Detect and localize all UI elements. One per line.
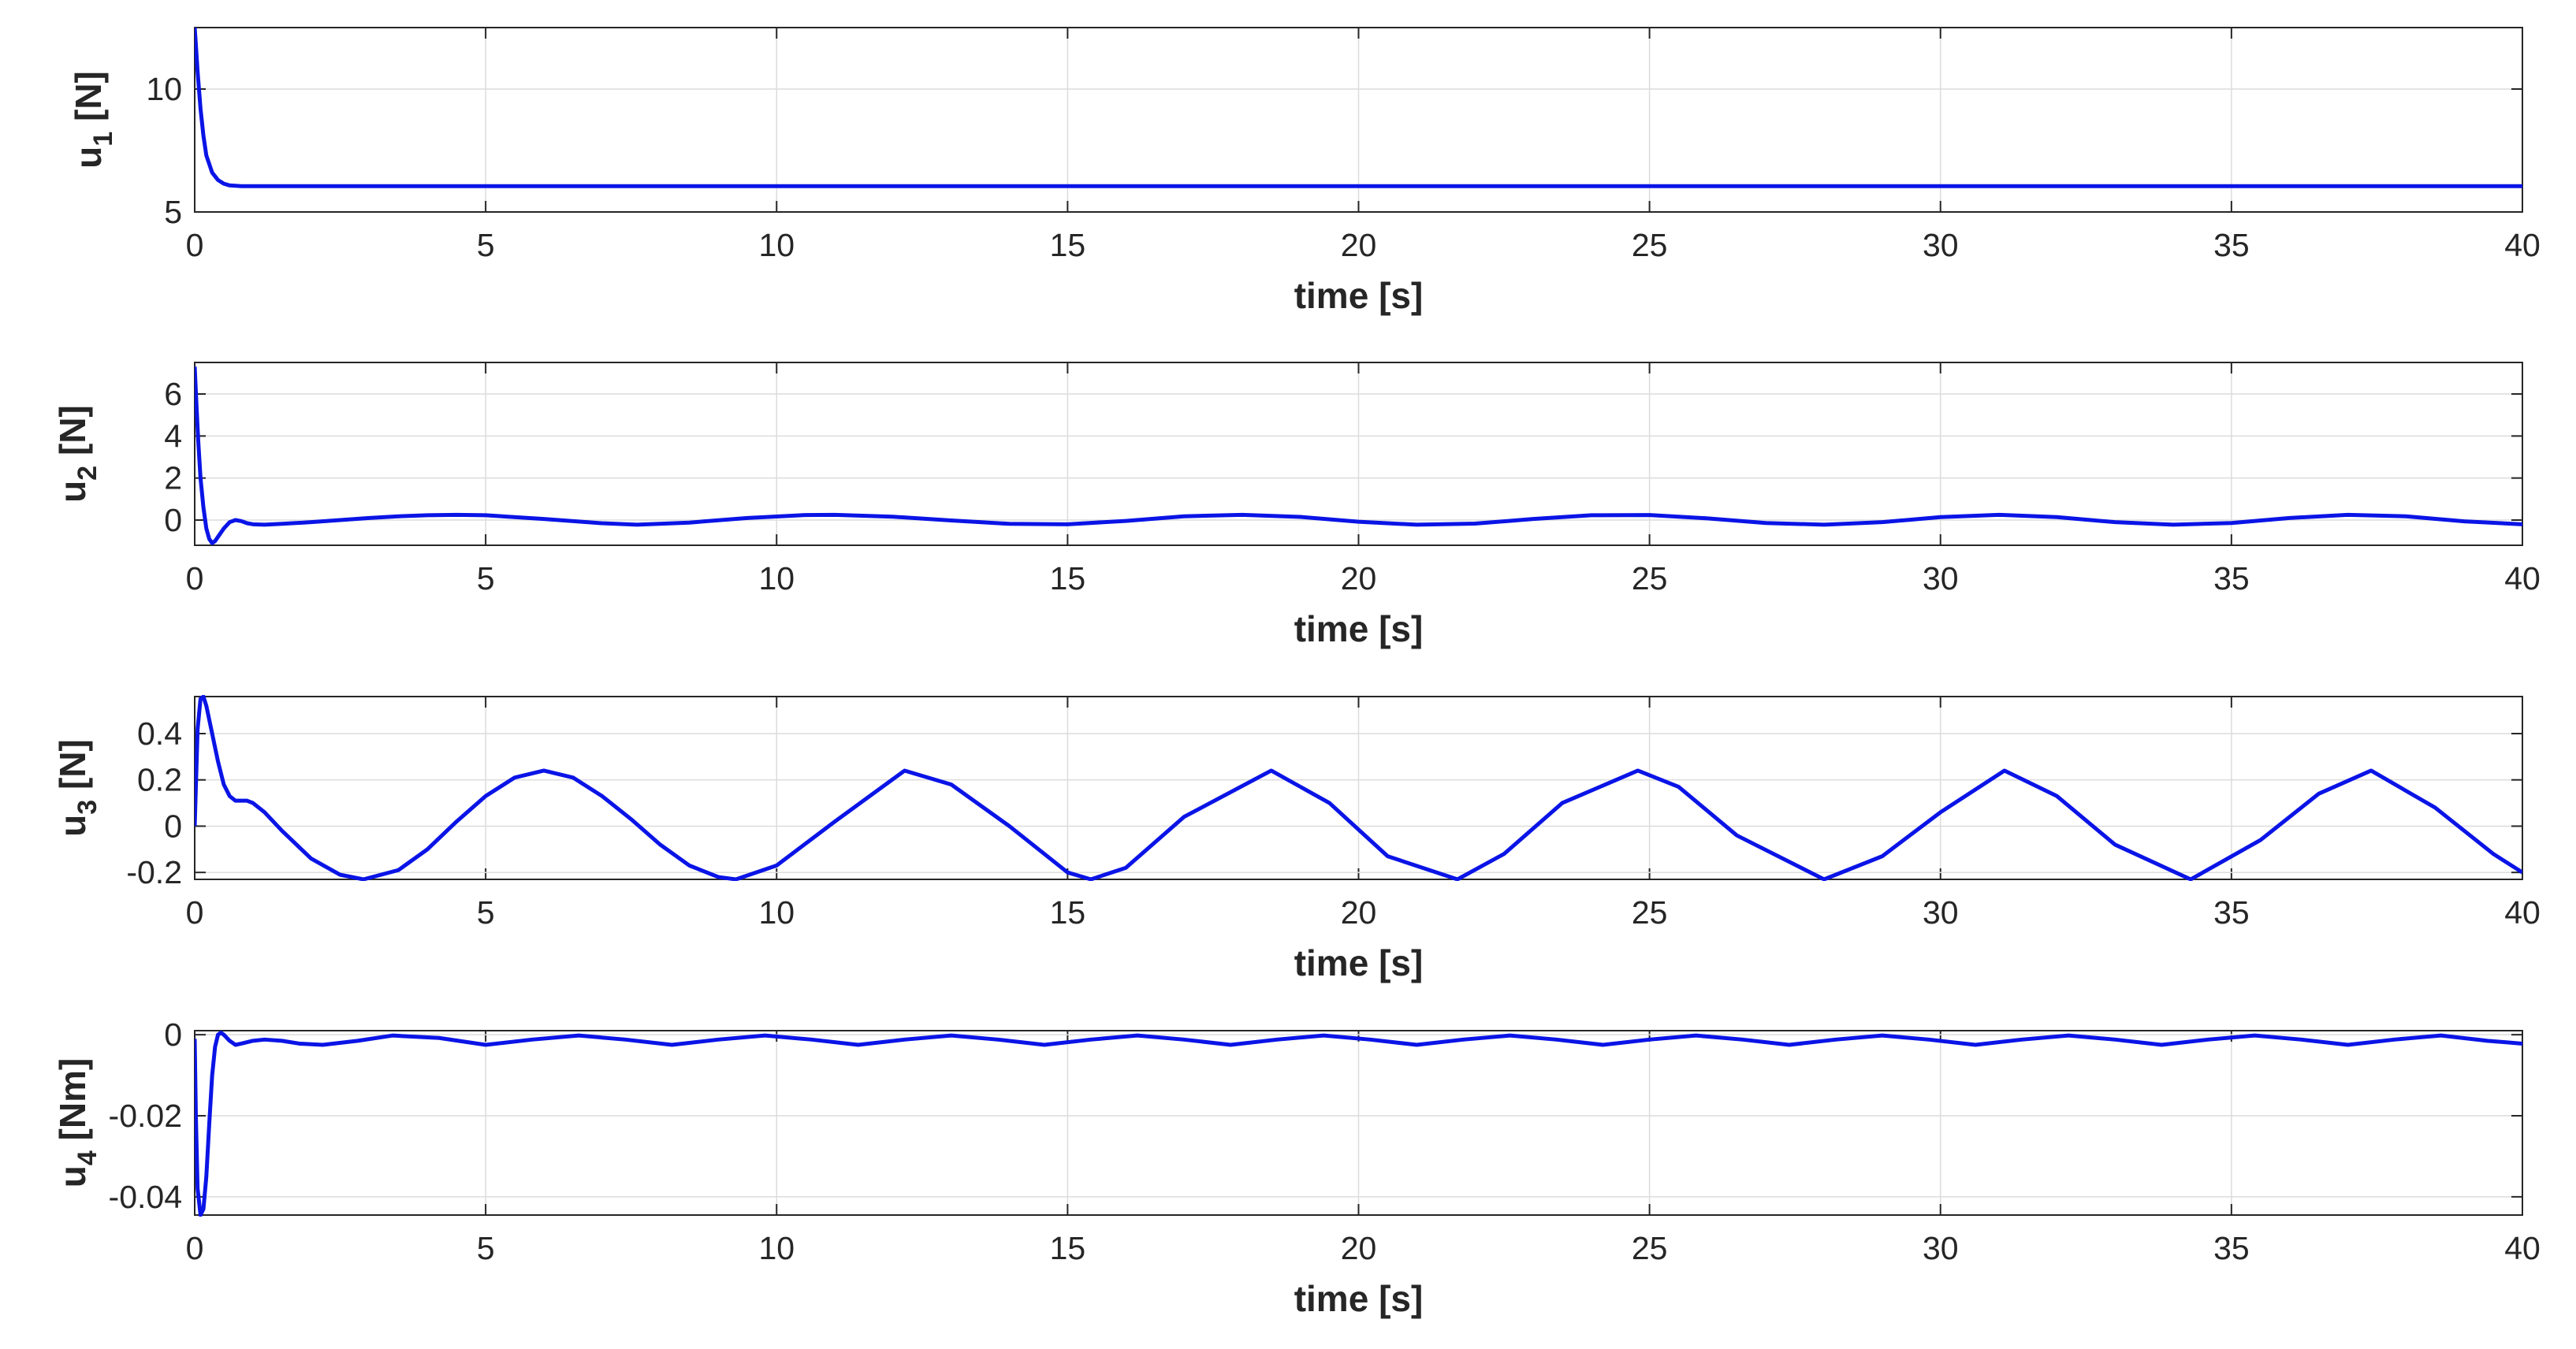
x-tick-label: 5 [477,227,495,263]
x-tick-label: 20 [1341,1230,1377,1266]
x-tick-label: 35 [2213,894,2250,931]
x-tick-label: 15 [1050,227,1086,263]
x-tick-label: 35 [2213,227,2250,263]
x-tick-label: 30 [1923,894,1959,931]
x-tick-label: 10 [758,227,795,263]
y-tick-label: 0.4 [137,715,182,752]
y-tick-label: 10 [146,71,182,107]
y-tick-label: 0 [164,808,182,844]
x-axis-label: time [s] [1294,275,1424,316]
x-tick-label: 10 [758,560,795,596]
x-axis-label: time [s] [1294,942,1424,983]
x-tick-label: 40 [2504,1230,2541,1266]
x-axis-label: time [s] [1294,1278,1424,1319]
y-axis-label: u1 [N] [68,71,118,169]
x-tick-label: 40 [2504,894,2541,931]
y-tick-label: -0.02 [109,1098,182,1134]
x-tick-label: 15 [1050,894,1086,931]
series-line-u3 [195,695,2522,881]
y-tick-label: 6 [164,376,182,412]
y-tick-label: 2 [164,460,182,496]
x-tick-label: 0 [186,227,204,263]
y-tick-label: -0.04 [109,1179,182,1215]
y-tick-label: -0.2 [126,854,182,890]
y-tick-label: 0.2 [137,762,182,798]
panel-4: 0 5 10 15 20 25 30 35 40 -0.04 -0.02 0 time [s] u4 [N… [52,1016,2541,1319]
x-tick-label: 5 [477,894,495,931]
series-line-u1 [195,27,2522,188]
x-tick-label: 25 [1632,560,1668,596]
axes-border [194,27,2523,213]
y-tick-label: 0 [164,502,182,538]
x-tick-label: 35 [2213,560,2250,596]
series-line-u4 [195,1031,2522,1217]
x-tick-label: 20 [1341,227,1377,263]
y-tick-label: 5 [164,194,182,230]
y-axis-label: u2 [N] [52,405,102,503]
x-tick-label: 40 [2504,560,2541,596]
y-tick-label: 4 [164,418,182,454]
x-tick-label: 30 [1923,560,1959,596]
x-tick-label: 0 [186,560,204,596]
x-tick-label: 15 [1050,1230,1086,1266]
x-tick-label: 5 [477,1230,495,1266]
x-tick-label: 30 [1923,1230,1959,1266]
y-axis-label: u3 [N] [52,739,102,837]
x-tick-label: 35 [2213,1230,2250,1266]
x-tick-label: 20 [1341,560,1377,596]
x-tick-label: 10 [758,894,795,931]
x-tick-label: 40 [2504,227,2541,263]
x-tick-label: 25 [1632,1230,1668,1266]
y-axis-label: u4 [Nm] [52,1058,102,1188]
axes-border [194,362,2523,546]
x-tick-label: 0 [186,1230,204,1266]
x-tick-label: 30 [1923,227,1959,263]
x-tick-label: 20 [1341,894,1377,931]
x-tick-label: 15 [1050,560,1086,596]
x-tick-label: 10 [758,1230,795,1266]
y-tick-label: 0 [164,1016,182,1053]
x-axis-label: time [s] [1294,608,1424,649]
panel-2: 0 5 10 15 20 25 30 35 40 0 2 4 6 time [s] u2 [N] [52,362,2541,649]
x-tick-label: 25 [1632,227,1668,263]
x-tick-label: 5 [477,560,495,596]
series-line-u2 [195,366,2522,545]
x-tick-label: 0 [186,894,204,931]
x-tick-label: 25 [1632,894,1668,931]
